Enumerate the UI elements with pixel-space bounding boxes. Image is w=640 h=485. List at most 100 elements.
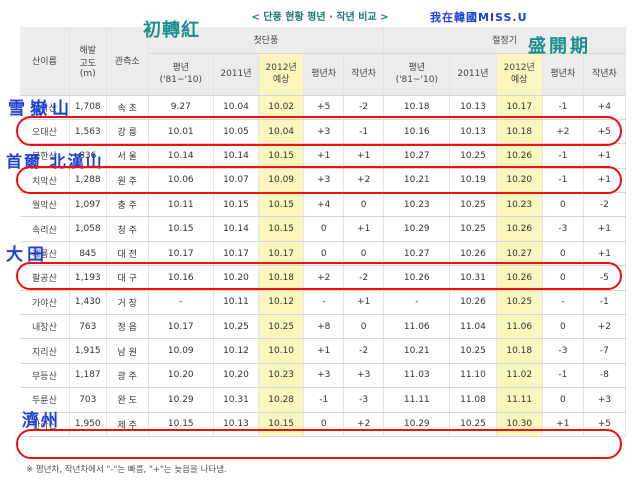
peak-cell: 11.10 <box>449 363 497 389</box>
header-row-top: 산이름 해발 고도 (m) 관측소 첫단풍 절정기 <box>20 27 626 96</box>
elevation-cell: 1,058 <box>69 216 107 242</box>
first-foliage-cell: +1 <box>343 143 385 169</box>
office-cell: 충 주 <box>106 192 149 218</box>
peak-cell: 10.27 <box>383 143 451 169</box>
first-foliage-cell: 10.15 <box>213 192 260 218</box>
peak-cell: 10.31 <box>449 265 497 291</box>
first-foliage-cell: +2 <box>343 168 385 194</box>
peak-cell: 10.21 <box>383 168 451 194</box>
first-foliage-cell: -2 <box>343 338 385 364</box>
peak-cell: 0 <box>542 387 584 413</box>
peak-cell: +1 <box>542 412 584 437</box>
peak-cell: +1 <box>583 143 627 169</box>
elevation-cell: 703 <box>69 387 107 413</box>
first-foliage-cell: 10.14 <box>148 143 214 169</box>
first-foliage-cell: 10.29 <box>148 387 214 413</box>
first-foliage-cell: 10.17 <box>148 314 214 340</box>
header-mountain: 산이름 <box>20 27 70 96</box>
first-foliage-cell: 10.20 <box>213 265 260 291</box>
peak-cell: 10.23 <box>496 192 543 218</box>
first-foliage-cell: +3 <box>303 363 345 389</box>
first-foliage-cell: 10.04 <box>258 119 305 145</box>
peak-cell: 10.30 <box>496 412 543 437</box>
peak-cell: 10.25 <box>449 216 497 242</box>
header-peak-diff-normal: 평년차 <box>542 53 584 96</box>
peak-cell: 10.26 <box>449 241 497 267</box>
footnote: ※ 평년차, 작년차에서 "-"는 빠름, "+"는 늦음을 나타냄. <box>26 465 227 475</box>
table-row: 북한산 836 서 울 10.14 10.14 10.15 +1 +1 10.27 10.25 10… <box>20 143 627 169</box>
peak-cell: 0 <box>542 241 584 267</box>
table-row: 설악산 1,708 속 초 9.27 10.04 10.02 +5 -2 10.18 10.13 1… <box>20 95 627 120</box>
peak-cell: 10.18 <box>383 95 451 120</box>
office-cell: 제 주 <box>106 412 149 437</box>
header-peak-diff-last: 작년차 <box>583 53 627 96</box>
table-row: 한라산 1,950 제 주 10.15 10.13 10.15 0 +2 10.29 10.25 1… <box>20 412 627 437</box>
mountain-name-cell: 속리산 <box>20 216 70 242</box>
table-row: 가야산 1,430 거 창 -10.11 10.12- +1-10.26 10.25- -1 <box>20 290 627 316</box>
peak-cell: 10.26 <box>496 265 543 291</box>
peak-cell: +3 <box>583 387 627 413</box>
first-foliage-cell: -1 <box>303 387 345 413</box>
first-foliage-cell: +3 <box>303 168 345 194</box>
office-cell: 강 릉 <box>106 119 149 145</box>
mountain-name-cell: 지리산 <box>20 338 70 364</box>
office-cell: 청 주 <box>106 216 149 242</box>
mountain-name-cell: 북한산 <box>20 143 70 169</box>
office-cell: 대 전 <box>106 241 149 267</box>
first-foliage-cell: 10.15 <box>258 216 305 242</box>
header-first-2012: 2012년 예상 <box>258 53 305 96</box>
peak-cell: 10.23 <box>383 192 451 218</box>
first-foliage-cell: 10.17 <box>148 241 214 267</box>
first-foliage-cell: +1 <box>343 216 385 242</box>
first-foliage-cell: 10.15 <box>148 412 214 437</box>
peak-cell: -1 <box>542 95 584 120</box>
peak-cell: 10.26 <box>383 265 451 291</box>
peak-cell: +2 <box>542 119 584 145</box>
peak-cell: 11.02 <box>496 363 543 389</box>
peak-cell: 10.18 <box>496 338 543 364</box>
first-foliage-cell: 0 <box>343 314 385 340</box>
first-foliage-cell: 10.06 <box>148 168 214 194</box>
table-row: 속리산 1,058 청 주 10.15 10.14 10.15 0 +1 10.29 10.25 1… <box>20 216 627 242</box>
first-foliage-cell: 0 <box>303 241 345 267</box>
elevation-cell: 1,950 <box>69 412 107 437</box>
first-foliage-cell: 10.11 <box>148 192 214 218</box>
peak-cell: 10.17 <box>496 95 543 120</box>
first-foliage-cell: 10.07 <box>213 168 260 194</box>
peak-cell: 10.25 <box>449 143 497 169</box>
peak-cell: 10.25 <box>449 412 497 437</box>
mountain-name-cell: 내장산 <box>20 314 70 340</box>
annotation-first-foliage: 初轉紅 <box>143 20 200 41</box>
peak-cell: 10.18 <box>496 119 543 145</box>
office-cell: 원 주 <box>106 168 149 194</box>
peak-cell: 11.08 <box>449 387 497 413</box>
first-foliage-cell: 10.17 <box>258 241 305 267</box>
mountain-name-cell: 팔공산 <box>20 265 70 291</box>
peak-cell: - <box>542 290 584 316</box>
peak-cell: -3 <box>542 216 584 242</box>
first-foliage-cell: 10.20 <box>213 363 260 389</box>
annotation-jeju: 濟州 <box>22 411 60 431</box>
first-foliage-cell: - <box>148 290 214 316</box>
elevation-cell: 1,430 <box>69 290 107 316</box>
peak-cell: 10.26 <box>496 216 543 242</box>
first-foliage-cell: - <box>303 290 345 316</box>
peak-cell: 10.21 <box>383 338 451 364</box>
peak-cell: -8 <box>583 363 627 389</box>
peak-cell: +4 <box>583 95 627 120</box>
peak-cell: 10.16 <box>383 119 451 145</box>
elevation-cell: 845 <box>69 241 107 267</box>
peak-cell: 10.27 <box>496 241 543 267</box>
table-row: 치악산 1,288 원 주 10.06 10.07 10.09 +3 +2 10.21 10.19… <box>20 168 627 194</box>
first-foliage-cell: 10.15 <box>148 216 214 242</box>
first-foliage-cell: 10.13 <box>213 412 260 437</box>
header-elevation: 해발 고도 (m) <box>69 27 107 96</box>
peak-cell: -1 <box>542 363 584 389</box>
peak-cell: 0 <box>542 192 584 218</box>
elevation-cell: 1,097 <box>69 192 107 218</box>
first-foliage-cell: 10.02 <box>258 95 305 120</box>
office-cell: 남 원 <box>106 338 149 364</box>
header-peak: 절정기 <box>383 27 626 54</box>
first-foliage-cell: 10.01 <box>148 119 214 145</box>
peak-cell: +1 <box>583 216 627 242</box>
